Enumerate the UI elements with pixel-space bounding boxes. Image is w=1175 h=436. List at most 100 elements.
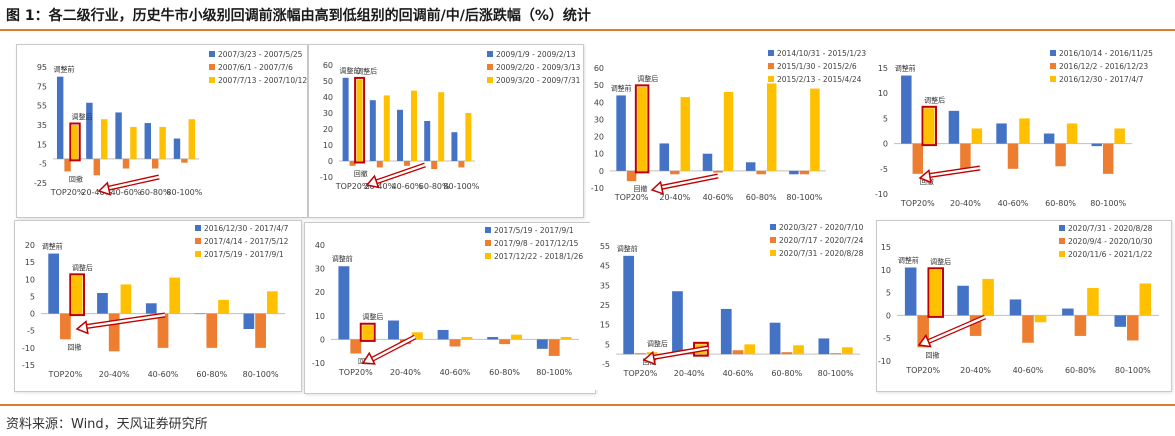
legend-label: 2007/3/23 - 2007/5/25 (218, 50, 303, 59)
y-tick-label: 0 (886, 311, 891, 320)
bar (1022, 315, 1034, 343)
annotation-after: 调整后 (637, 74, 658, 83)
highlight-frame (634, 84, 650, 174)
bar (108, 313, 120, 352)
chart-svg: 20 15 10 5 0 -5 -10 -15 TOP20% 20-40% 40-60% 60-80%… (22, 224, 289, 379)
arrow-head (361, 351, 376, 365)
arrow-shaft-inner (924, 315, 986, 345)
bar (451, 132, 458, 161)
y-tick-label: 20 (315, 288, 325, 297)
x-tick-label: 80-100% (166, 188, 202, 197)
y-tick-label: 75 (37, 82, 47, 91)
y-tick-label: -5 (602, 360, 610, 369)
arrow-head (365, 174, 380, 189)
x-tick-label: 40-60% (703, 193, 734, 202)
x-tick-label: TOP20% (623, 369, 658, 378)
legend-label: 2020/7/17 - 2020/7/24 (779, 236, 864, 245)
legend-swatch (209, 77, 215, 83)
legend-label: 2020/7/31 - 2020/8/28 (779, 249, 864, 258)
bar (917, 315, 929, 348)
bar (616, 95, 626, 171)
x-tick-label: 20-40% (960, 366, 991, 375)
x-tick-label: 20-40% (659, 193, 690, 202)
bar (376, 161, 383, 168)
bar (169, 277, 181, 314)
legend-swatch (768, 50, 774, 56)
bar (266, 291, 278, 314)
x-tick-label: 20-40% (364, 182, 395, 191)
bar (60, 313, 71, 340)
bar (635, 353, 646, 355)
x-tick-label: 60-80% (1065, 366, 1096, 375)
annotation-before: 调整前 (895, 64, 916, 73)
bar (194, 313, 206, 315)
bar (424, 121, 431, 161)
legend-label: 2020/3/27 - 2020/7/10 (779, 223, 864, 232)
x-tick-label: 80-100% (536, 368, 572, 377)
annotation-before: 调整前 (42, 242, 63, 251)
arrow-shaft-inner (372, 163, 426, 185)
x-tick-label: 60-80% (489, 368, 520, 377)
y-tick-label: 10 (25, 275, 35, 284)
annotation-after: 调整后 (356, 66, 377, 75)
annotation-pullback: 回撤 (354, 169, 368, 178)
bar (766, 83, 777, 171)
bar (449, 339, 461, 347)
chart-svg: 15 10 5 0 -5 -10 TOP20% 20-40% 40-60% 60-80% 80-10… (878, 224, 1159, 375)
y-tick-label: 0 (883, 140, 888, 149)
bar (680, 97, 691, 171)
x-tick-label: 80-100% (1090, 199, 1126, 208)
annotation-before: 调整前 (339, 66, 360, 75)
bar (659, 143, 670, 171)
bar (48, 253, 60, 314)
y-tick-label: 40 (323, 93, 333, 102)
legend-label: 2007/7/13 - 2007/10/12 (218, 76, 307, 85)
x-tick-label: 80-100% (786, 193, 822, 202)
x-tick-label: 40-60% (998, 199, 1029, 208)
x-tick-label: 40-60% (723, 369, 754, 378)
arrow-shaft-inner (104, 175, 160, 191)
y-tick-label: 5 (886, 289, 891, 298)
bar (1055, 143, 1066, 167)
y-tick-label: 0 (599, 167, 604, 176)
bar (181, 158, 188, 163)
highlight-frame (69, 122, 81, 162)
bar (56, 76, 64, 159)
bar (799, 170, 810, 175)
bar (397, 109, 404, 161)
legend-label: 2020/7/31 - 2020/8/28 (1068, 224, 1153, 233)
bar (145, 303, 157, 314)
bar (637, 86, 647, 171)
legend-label: 2009/1/9 - 2009/2/13 (496, 50, 576, 59)
y-tick-label: 15 (881, 243, 891, 252)
bar (218, 299, 229, 314)
x-tick-label: 80-100% (1115, 366, 1151, 375)
bar (732, 350, 744, 355)
legend-label: 2017/5/19 - 2017/9/1 (494, 226, 574, 235)
bar (904, 267, 917, 316)
highlight-frame (69, 273, 86, 317)
bar (499, 339, 511, 345)
arrow-head (650, 180, 665, 195)
bar (511, 334, 522, 340)
bar (1007, 143, 1019, 169)
bar (745, 162, 756, 171)
bar (912, 143, 924, 174)
bar (1034, 315, 1047, 323)
y-tick-label: -5 (27, 327, 35, 336)
bar (960, 143, 971, 169)
y-tick-label: -10 (312, 359, 325, 368)
y-tick-label: 10 (881, 266, 891, 275)
annotation-before: 调整前 (617, 244, 638, 253)
bar (243, 313, 255, 329)
y-tick-label: 30 (323, 109, 333, 118)
legend-swatch (1050, 76, 1056, 82)
chart-svg: 55 45 35 25 15 5 -5 TOP20% 20-40% 40-60% 60-80% 80-… (600, 223, 864, 378)
bar (383, 95, 390, 161)
bar (86, 102, 93, 159)
legend-label: 2009/3/20 - 2009/7/31 (496, 76, 581, 85)
legend-label: 2016/12/30 - 2017/4/7 (1059, 75, 1144, 84)
bar (342, 77, 349, 161)
legend-swatch (487, 77, 493, 83)
bar (969, 315, 982, 336)
